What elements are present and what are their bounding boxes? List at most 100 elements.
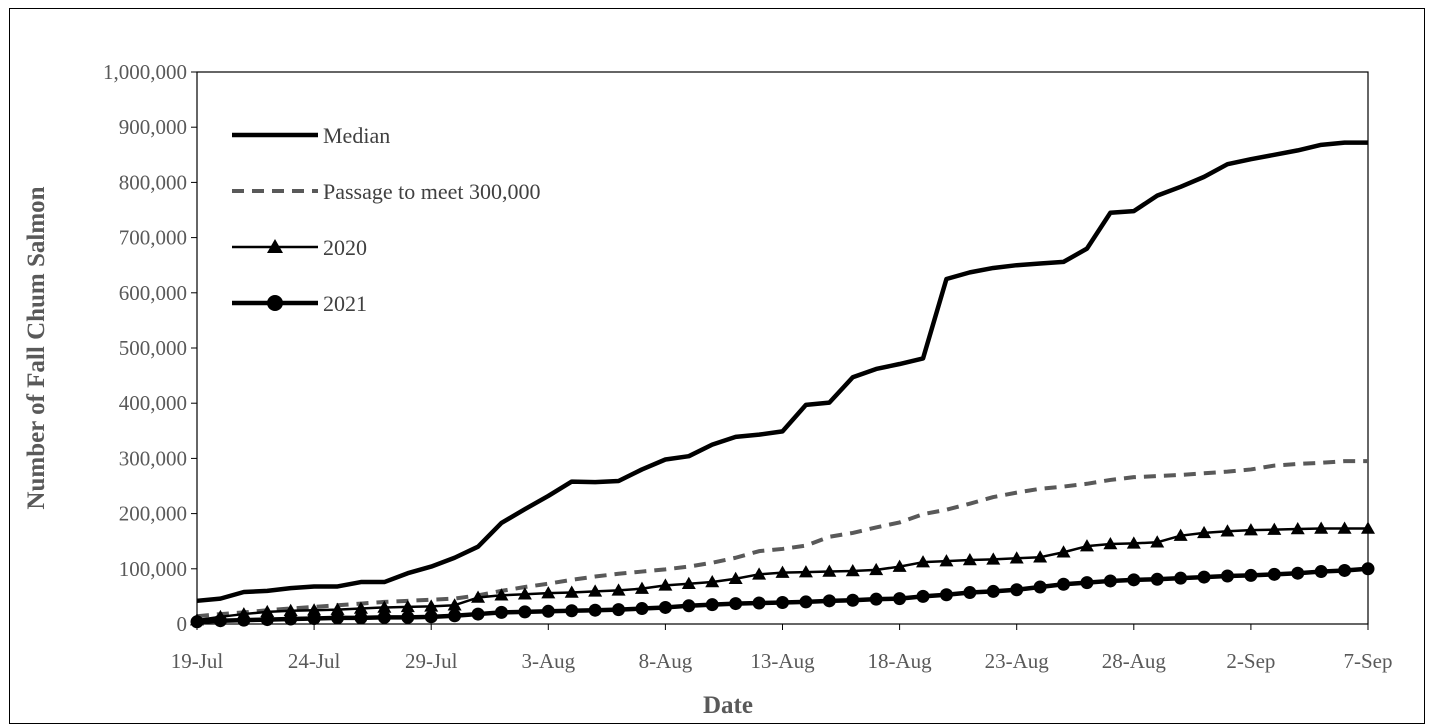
circle-marker [284, 612, 298, 626]
circle-marker [986, 584, 1000, 598]
triangle-marker [541, 586, 556, 599]
circle-marker [1338, 563, 1352, 577]
legend-item: Median [232, 123, 390, 148]
triangle-marker [1267, 522, 1282, 535]
triangle-marker [634, 581, 649, 594]
circle-marker [1103, 574, 1117, 588]
circle-marker [237, 613, 251, 627]
y-tick-label: 400,000 [119, 391, 187, 415]
legend-item: Passage to meet 300,000 [232, 179, 541, 204]
triangle-marker [494, 588, 509, 601]
triangle-marker [1243, 523, 1258, 536]
triangle-marker [869, 562, 884, 576]
circle-marker [1197, 570, 1211, 584]
circle-marker [518, 605, 532, 619]
x-tick-label: 2-Sep [1226, 649, 1275, 673]
circle-marker [1361, 562, 1375, 576]
triangle-marker [564, 585, 579, 598]
triangle-marker [798, 565, 813, 578]
triangle-marker [377, 600, 392, 613]
circle-marker [799, 595, 813, 609]
circle-marker [424, 610, 438, 624]
x-tick-label: 23-Aug [985, 649, 1050, 673]
legend-item: 2021 [232, 291, 367, 316]
triangle-marker [424, 599, 439, 612]
triangle-marker [517, 587, 532, 600]
triangle-marker [400, 599, 415, 613]
x-axis-ticks: 19-Jul 24-Jul 29-Jul 3-Aug 8-Aug 13-Aug 18-Aug… [171, 624, 1393, 673]
triangle-marker [267, 239, 283, 253]
circle-marker [354, 611, 368, 625]
x-tick-label: 24-Jul [288, 649, 341, 673]
triangle-marker [1173, 528, 1188, 541]
y-tick-label: 800,000 [119, 170, 187, 194]
circle-marker [963, 586, 977, 600]
y-axis-ticks: 0 100,000 200,000 300,000 400,000 500,000 600,… [103, 60, 197, 636]
legend-label: Median [323, 123, 390, 148]
triangle-marker [1079, 539, 1094, 552]
circle-marker [729, 597, 743, 611]
circle-marker [658, 600, 672, 614]
triangle-marker [1361, 521, 1375, 534]
series-4 [190, 562, 1375, 629]
circle-marker [1220, 569, 1234, 583]
circle-marker [377, 610, 391, 624]
triangle-marker [962, 552, 977, 566]
series-line [196, 140, 1368, 604]
triangle-marker [471, 590, 486, 603]
triangle-marker [1197, 525, 1212, 539]
triangle-marker [1103, 536, 1118, 550]
circle-marker [869, 592, 883, 606]
triangle-marker [1126, 536, 1141, 549]
triangle-marker [1337, 521, 1352, 534]
circle-marker [307, 611, 321, 625]
x-tick-label: 29-Jul [405, 649, 458, 673]
y-tick-label: 900,000 [119, 115, 187, 139]
y-tick-label: 500,000 [119, 336, 187, 360]
circle-marker [401, 610, 415, 624]
triangle-marker [986, 552, 1001, 565]
circle-marker [213, 614, 227, 628]
circle-marker [471, 607, 485, 621]
circle-marker [1057, 577, 1071, 591]
y-tick-label: 0 [177, 612, 188, 636]
triangle-marker [892, 559, 907, 572]
x-tick-label: 7-Sep [1344, 649, 1393, 673]
x-tick-label: 8-Aug [639, 649, 693, 673]
triangle-marker [822, 564, 837, 577]
legend-label: 2020 [323, 235, 367, 260]
triangle-marker [588, 584, 603, 597]
circle-marker [1080, 576, 1094, 590]
circle-marker [494, 605, 508, 619]
circle-marker [682, 599, 696, 613]
triangle-marker [658, 578, 673, 591]
circle-marker [1244, 568, 1258, 582]
circle-marker [1033, 580, 1047, 594]
x-tick-label: 13-Aug [750, 649, 815, 673]
triangle-marker [1220, 524, 1235, 537]
circle-marker [776, 595, 789, 609]
circle-marker [1127, 573, 1141, 587]
triangle-marker [705, 575, 720, 588]
triangle-marker [1150, 535, 1165, 548]
y-tick-label: 1,000,000 [103, 60, 187, 84]
legend: Median Passage to meet 300,000 2020 2021 [232, 123, 541, 316]
y-axis-title: Number of Fall Chum Salmon [23, 186, 50, 509]
x-tick-label: 18-Aug [868, 649, 933, 673]
circle-marker [612, 603, 626, 617]
series-2 [196, 459, 1368, 619]
circle-marker [1267, 567, 1281, 581]
circle-marker [893, 592, 907, 606]
plot-area [196, 71, 1369, 625]
circle-marker [267, 295, 283, 311]
y-tick-label: 200,000 [119, 502, 187, 526]
x-tick-label: 19-Jul [171, 649, 224, 673]
x-axis-title: Date [703, 692, 753, 719]
y-tick-label: 600,000 [119, 281, 187, 305]
triangle-marker [330, 602, 345, 615]
series-line [196, 459, 1368, 619]
triangle-marker [775, 565, 790, 578]
x-tick-label: 3-Aug [521, 649, 575, 673]
circle-marker [448, 609, 462, 623]
